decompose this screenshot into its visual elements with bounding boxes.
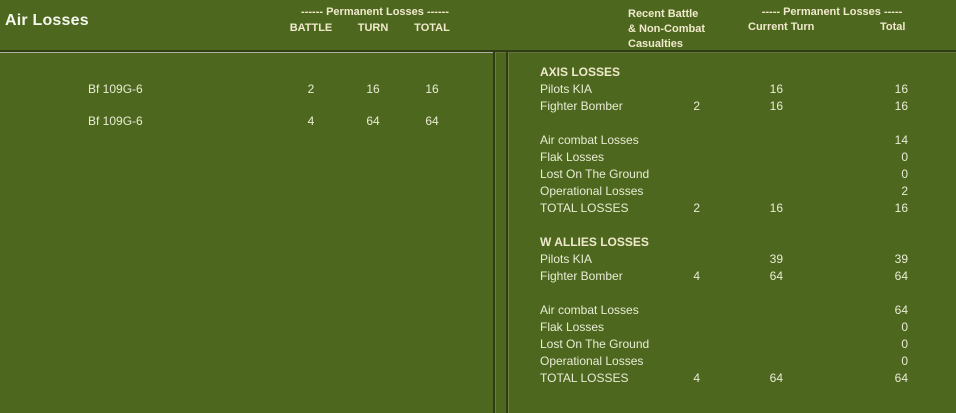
table-row: Lost On The Ground 0 <box>540 167 920 183</box>
left-column-turn: TURN <box>357 22 389 34</box>
total-value: 16 <box>894 82 908 96</box>
total-value: 64 <box>894 303 908 317</box>
row-label: Air combat Losses <box>540 303 639 317</box>
table-row: TOTAL LOSSES 4 64 64 <box>540 371 920 387</box>
section-header: AXIS LOSSES <box>540 65 621 79</box>
table-row: Air combat Losses 14 <box>540 133 920 149</box>
horizontal-divider-right <box>494 50 956 53</box>
row-label: TOTAL LOSSES <box>540 371 629 385</box>
table-row: Fighter Bomber 2 16 16 <box>540 99 920 115</box>
battle-value: 4 <box>693 269 700 283</box>
row-label: Air combat Losses <box>540 133 639 147</box>
table-row: Flak Losses 0 <box>540 320 920 336</box>
table-row: Operational Losses 0 <box>540 354 920 370</box>
row-label: Lost On The Ground <box>540 167 650 181</box>
left-column-total: TOTAL <box>414 22 450 34</box>
turn-value: 64 <box>769 371 783 385</box>
left-permanent-losses-header: ------ Permanent Losses ------ <box>301 6 449 18</box>
row-label: Operational Losses <box>540 354 644 368</box>
row-label: Pilots KIA <box>540 252 593 266</box>
row-label: Lost On The Ground <box>540 337 650 351</box>
table-row: Fighter Bomber 4 64 64 <box>540 269 920 285</box>
row-label: Fighter Bomber <box>540 269 623 283</box>
total-value: 64 <box>894 371 908 385</box>
row-label: Bf 109G-6 <box>88 82 143 96</box>
turn-value: 16 <box>769 82 783 96</box>
table-row: Flak Losses 0 <box>540 150 920 166</box>
total-value: 39 <box>894 252 908 266</box>
table-row <box>540 116 920 132</box>
row-label: Flak Losses <box>540 320 605 334</box>
casualty-header-line2: & Non-Combat <box>628 23 705 35</box>
total-value: 64 <box>425 114 439 128</box>
turn-value: 39 <box>769 252 783 266</box>
row-label: Pilots KIA <box>540 82 593 96</box>
turn-value: 16 <box>366 82 380 96</box>
row-label: Fighter Bomber <box>540 99 623 113</box>
table-row: Operational Losses 2 <box>540 184 920 200</box>
total-value: 64 <box>894 269 908 283</box>
total-value: 16 <box>894 99 908 113</box>
right-column-current-turn: Current Turn <box>748 21 815 33</box>
right-permanent-losses-header: ----- Permanent Losses ----- <box>761 6 903 18</box>
vertical-divider-inner <box>506 52 509 413</box>
casualty-header-line1: Recent Battle <box>628 8 699 20</box>
turn-value: 64 <box>769 269 783 283</box>
total-value: 16 <box>894 201 908 215</box>
vertical-divider-outer <box>493 52 496 413</box>
horizontal-divider-left <box>0 50 494 53</box>
left-column-battle: BATTLE <box>289 22 333 34</box>
right-column-casualties: Recent Battle & Non-Combat Casualties <box>628 7 705 52</box>
section-header: W ALLIES LOSSES <box>540 235 649 249</box>
total-value: 14 <box>894 133 908 147</box>
total-value: 0 <box>901 354 908 368</box>
turn-value: 16 <box>769 201 783 215</box>
battle-value: 2 <box>307 82 315 96</box>
table-row: Pilots KIA 39 39 <box>540 252 920 268</box>
casualty-header-line3: Casualties <box>628 38 684 50</box>
table-row: TOTAL LOSSES 2 16 16 <box>540 201 920 217</box>
battle-value: 4 <box>307 114 315 128</box>
total-value: 0 <box>901 337 908 351</box>
row-label: Bf 109G-6 <box>88 114 143 128</box>
right-column-total: Total <box>880 21 906 33</box>
table-row: Air combat Losses 64 <box>540 303 920 319</box>
turn-value: 16 <box>769 99 783 113</box>
total-value: 0 <box>901 167 908 181</box>
turn-value: 64 <box>366 114 380 128</box>
page-title: Air Losses <box>5 12 89 29</box>
table-row: Bf 109G-6 2 16 16 <box>0 82 480 98</box>
total-value: 0 <box>901 150 908 164</box>
battle-value: 2 <box>693 99 700 113</box>
row-label: TOTAL LOSSES <box>540 201 629 215</box>
table-row: Lost On The Ground 0 <box>540 337 920 353</box>
row-label: Flak Losses <box>540 150 605 164</box>
total-value: 16 <box>425 82 439 96</box>
table-row <box>540 286 920 302</box>
total-value: 2 <box>901 184 908 198</box>
table-row: Pilots KIA 16 16 <box>540 82 920 98</box>
battle-value: 4 <box>693 371 700 385</box>
table-row: Bf 109G-6 4 64 64 <box>0 114 480 130</box>
total-value: 0 <box>901 320 908 334</box>
battle-value: 2 <box>693 201 700 215</box>
row-label: Operational Losses <box>540 184 644 198</box>
